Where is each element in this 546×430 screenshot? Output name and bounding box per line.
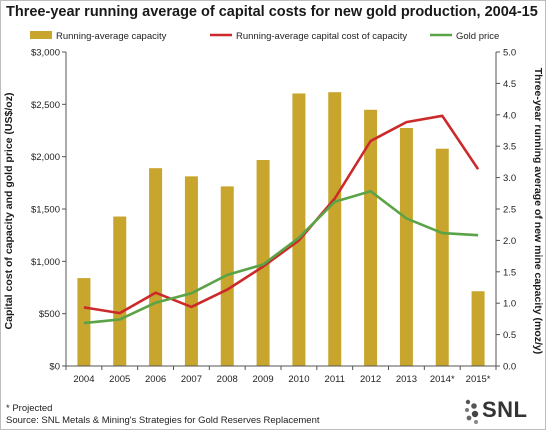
bar	[328, 92, 342, 366]
legend-label: Running-average capital cost of capacity	[236, 31, 407, 42]
y-tick-label-right: 2.0	[503, 236, 516, 247]
y-tick-label-left: $2,000	[31, 152, 60, 163]
y-tick-label-right: 2.5	[503, 205, 516, 216]
x-tick-label: 2013	[396, 374, 417, 385]
x-tick-label: 2006	[145, 374, 166, 385]
bar	[435, 148, 449, 366]
brand-logo-text: SNL	[482, 397, 528, 422]
bar	[399, 127, 413, 366]
x-tick-label: 2007	[181, 374, 202, 385]
y-axis-label-right: Three-year running average of new mine c…	[532, 68, 544, 355]
bar	[471, 291, 485, 366]
y-tick-label-left: $1,500	[31, 205, 60, 216]
line-series	[83, 114, 480, 325]
x-tick-label: 2004	[73, 374, 94, 385]
y-tick-label-right: 0.0	[503, 362, 516, 373]
y-tick-label-left: $500	[39, 309, 60, 320]
y-tick-label-left: $2,500	[31, 100, 60, 111]
y-tick-label-right: 4.5	[503, 79, 516, 90]
x-tick-label: 2010	[288, 374, 309, 385]
x-tick-label: 2015*	[466, 374, 491, 385]
y-tick-label-right: 5.0	[503, 48, 516, 59]
y-tick-label-left: $0	[49, 362, 60, 373]
y-tick-label-right: 0.5	[503, 330, 516, 341]
x-tick-label: 2009	[253, 374, 274, 385]
chart-title: Three-year running average of capital co…	[6, 4, 538, 20]
x-tick-label: 2014*	[430, 374, 455, 385]
x-tick-label: 2005	[109, 374, 130, 385]
x-tick-label: 2008	[217, 374, 238, 385]
legend: Running-average capacity Running-average …	[30, 31, 499, 42]
y-tick-label-right: 4.0	[503, 110, 516, 121]
bar-series	[77, 92, 485, 366]
legend-swatch	[30, 31, 52, 39]
y-tick-label-right: 1.0	[503, 299, 516, 310]
axes: $0 $500 $1,000 $1,500 $2,000 $2,500 $3,000 0.0 0…	[31, 48, 516, 386]
bar	[292, 93, 306, 366]
legend-label: Running-average capacity	[56, 31, 167, 42]
y-tick-label-right: 3.5	[503, 142, 516, 153]
bar	[149, 168, 163, 366]
series-line	[83, 189, 479, 325]
y-tick-label-right: 1.5	[503, 267, 516, 278]
y-tick-label-right: 3.0	[503, 173, 516, 184]
x-tick-label: 2012	[360, 374, 381, 385]
y-axis-label-left: Capital cost of capacity and gold price …	[3, 93, 15, 330]
y-tick-label-left: $3,000	[31, 48, 60, 59]
snl-dots-icon	[465, 399, 479, 424]
bar	[113, 216, 127, 366]
projected-note: * Projected	[6, 403, 53, 414]
source-note: Source: SNL Metals & Mining's Strategies…	[6, 415, 320, 426]
series-line	[83, 114, 480, 315]
bar	[364, 109, 378, 366]
bar	[184, 176, 198, 366]
x-tick-label: 2011	[325, 374, 345, 385]
y-tick-label-left: $1,000	[31, 257, 60, 268]
legend-label: Gold price	[456, 31, 499, 42]
